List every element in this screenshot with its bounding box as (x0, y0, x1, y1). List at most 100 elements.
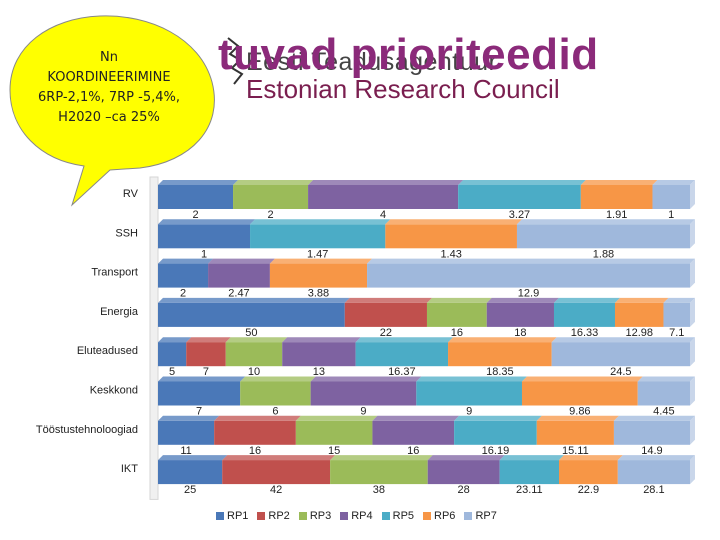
callout-line: 6RP-2,1%, 7RP -5,4%, (38, 90, 180, 105)
data-label: 28.1 (643, 484, 664, 496)
bar-segment (617, 460, 690, 485)
data-label: 22.9 (578, 484, 599, 496)
data-label: 1 (668, 209, 674, 221)
bar-segment (344, 302, 427, 327)
data-label: 16 (451, 327, 463, 339)
data-label: 18.35 (486, 366, 514, 378)
category-label: Energia (100, 306, 139, 318)
bar-segment (458, 185, 581, 209)
bar-segment-top (233, 180, 314, 185)
bar-segment-top (330, 455, 433, 461)
bar-segment (158, 185, 234, 209)
data-label: 25 (184, 484, 196, 496)
bar-segment (225, 342, 283, 367)
data-label: 9.86 (569, 406, 590, 418)
bar-segment-top (158, 219, 256, 225)
bar-segment (355, 342, 449, 367)
legend-swatch (381, 512, 390, 520)
category-label: Keskkond (90, 385, 138, 397)
bar-segment-top (516, 219, 695, 225)
bar-segment (613, 420, 690, 445)
bar-segment (222, 460, 331, 485)
data-label: 15 (328, 445, 340, 457)
bar-segment-top (158, 258, 214, 264)
legend-swatch (298, 512, 307, 520)
bar-segment-top (158, 297, 350, 303)
data-label: 9 (360, 406, 366, 418)
bar-segment (233, 185, 309, 209)
bar-segment (385, 224, 517, 249)
bar-segment (250, 224, 386, 249)
data-label: 1 (201, 248, 207, 260)
data-label: 16.19 (482, 445, 510, 457)
bar-segment (637, 381, 690, 406)
bar-segment-top (208, 258, 275, 264)
data-label: 22 (380, 327, 392, 339)
data-label: 7.1 (669, 327, 684, 339)
bar-segment-top (308, 180, 464, 185)
data-label: 1.91 (606, 209, 627, 221)
bar-segment-top (454, 415, 542, 421)
bar-segment-top (458, 180, 586, 185)
data-label: 15.11 (562, 445, 589, 457)
bar-segment-top (158, 455, 228, 461)
bar-segment (553, 302, 615, 327)
data-label: 4.45 (653, 406, 674, 418)
bar-segment-top (486, 297, 559, 303)
data-label: 13 (313, 366, 325, 378)
bar-segment-top (385, 219, 522, 225)
bar-segment-top (186, 337, 231, 343)
bar-segment (158, 302, 345, 327)
bar-segment-top (637, 376, 695, 382)
bar-segment (330, 460, 428, 485)
legend-item: RP6 (423, 510, 455, 522)
bar-segment-top (663, 297, 695, 303)
bar-segment (580, 185, 653, 209)
bar-segment-top (426, 297, 492, 303)
legend-swatch (340, 512, 349, 520)
bar-segment-top (551, 337, 695, 343)
logo-text-top: Eesti Teadusagentuur (246, 48, 498, 76)
bar-end-cap (690, 415, 695, 445)
bar-segment-top (250, 219, 391, 225)
chart-legend: RP1 RP2 RP3 RP4 RP5 RP6 RP7 (216, 510, 497, 522)
slide-title: tuvad prioriteedid (218, 30, 599, 79)
bar-segment (427, 460, 500, 485)
bar-segment (367, 263, 690, 288)
bar-segment-top (448, 337, 557, 343)
data-label: 16.33 (571, 327, 599, 339)
bar-segment-top (416, 376, 527, 382)
legend-swatch (216, 512, 224, 520)
bar-segment (416, 381, 522, 406)
data-label: 10 (248, 366, 260, 378)
bar-end-cap (690, 455, 695, 485)
bar-end-cap (690, 258, 695, 288)
bar-segment (158, 460, 223, 485)
legend-swatch (257, 512, 266, 520)
legend-item: RP7 (464, 510, 497, 522)
legend-item: RP3 (298, 510, 332, 522)
bar-segment (372, 420, 455, 445)
agency-logo-icon (227, 37, 244, 85)
bar-end-cap (690, 376, 695, 406)
data-label: 14.9 (641, 445, 662, 457)
data-label: 2 (180, 288, 186, 300)
bar-segment (426, 302, 487, 327)
bar-end-cap (690, 337, 695, 367)
bar-segment-top (282, 337, 361, 343)
data-label: 2 (267, 209, 273, 221)
bar-segment (240, 381, 311, 406)
data-label: 16.37 (388, 366, 416, 378)
category-label: Eluteadused (77, 345, 138, 357)
bar-segment-top (367, 258, 695, 264)
data-label: 2.47 (228, 288, 249, 300)
data-label: 11 (180, 445, 191, 457)
data-label: 1.43 (440, 248, 461, 260)
bar-segment-top (372, 415, 460, 421)
bar-segment (663, 302, 690, 327)
bar-segment (486, 302, 554, 327)
category-label: RV (123, 188, 139, 200)
bar-segment (454, 420, 537, 445)
bar-segment (214, 420, 296, 445)
legend-label: RP3 (309, 510, 332, 522)
